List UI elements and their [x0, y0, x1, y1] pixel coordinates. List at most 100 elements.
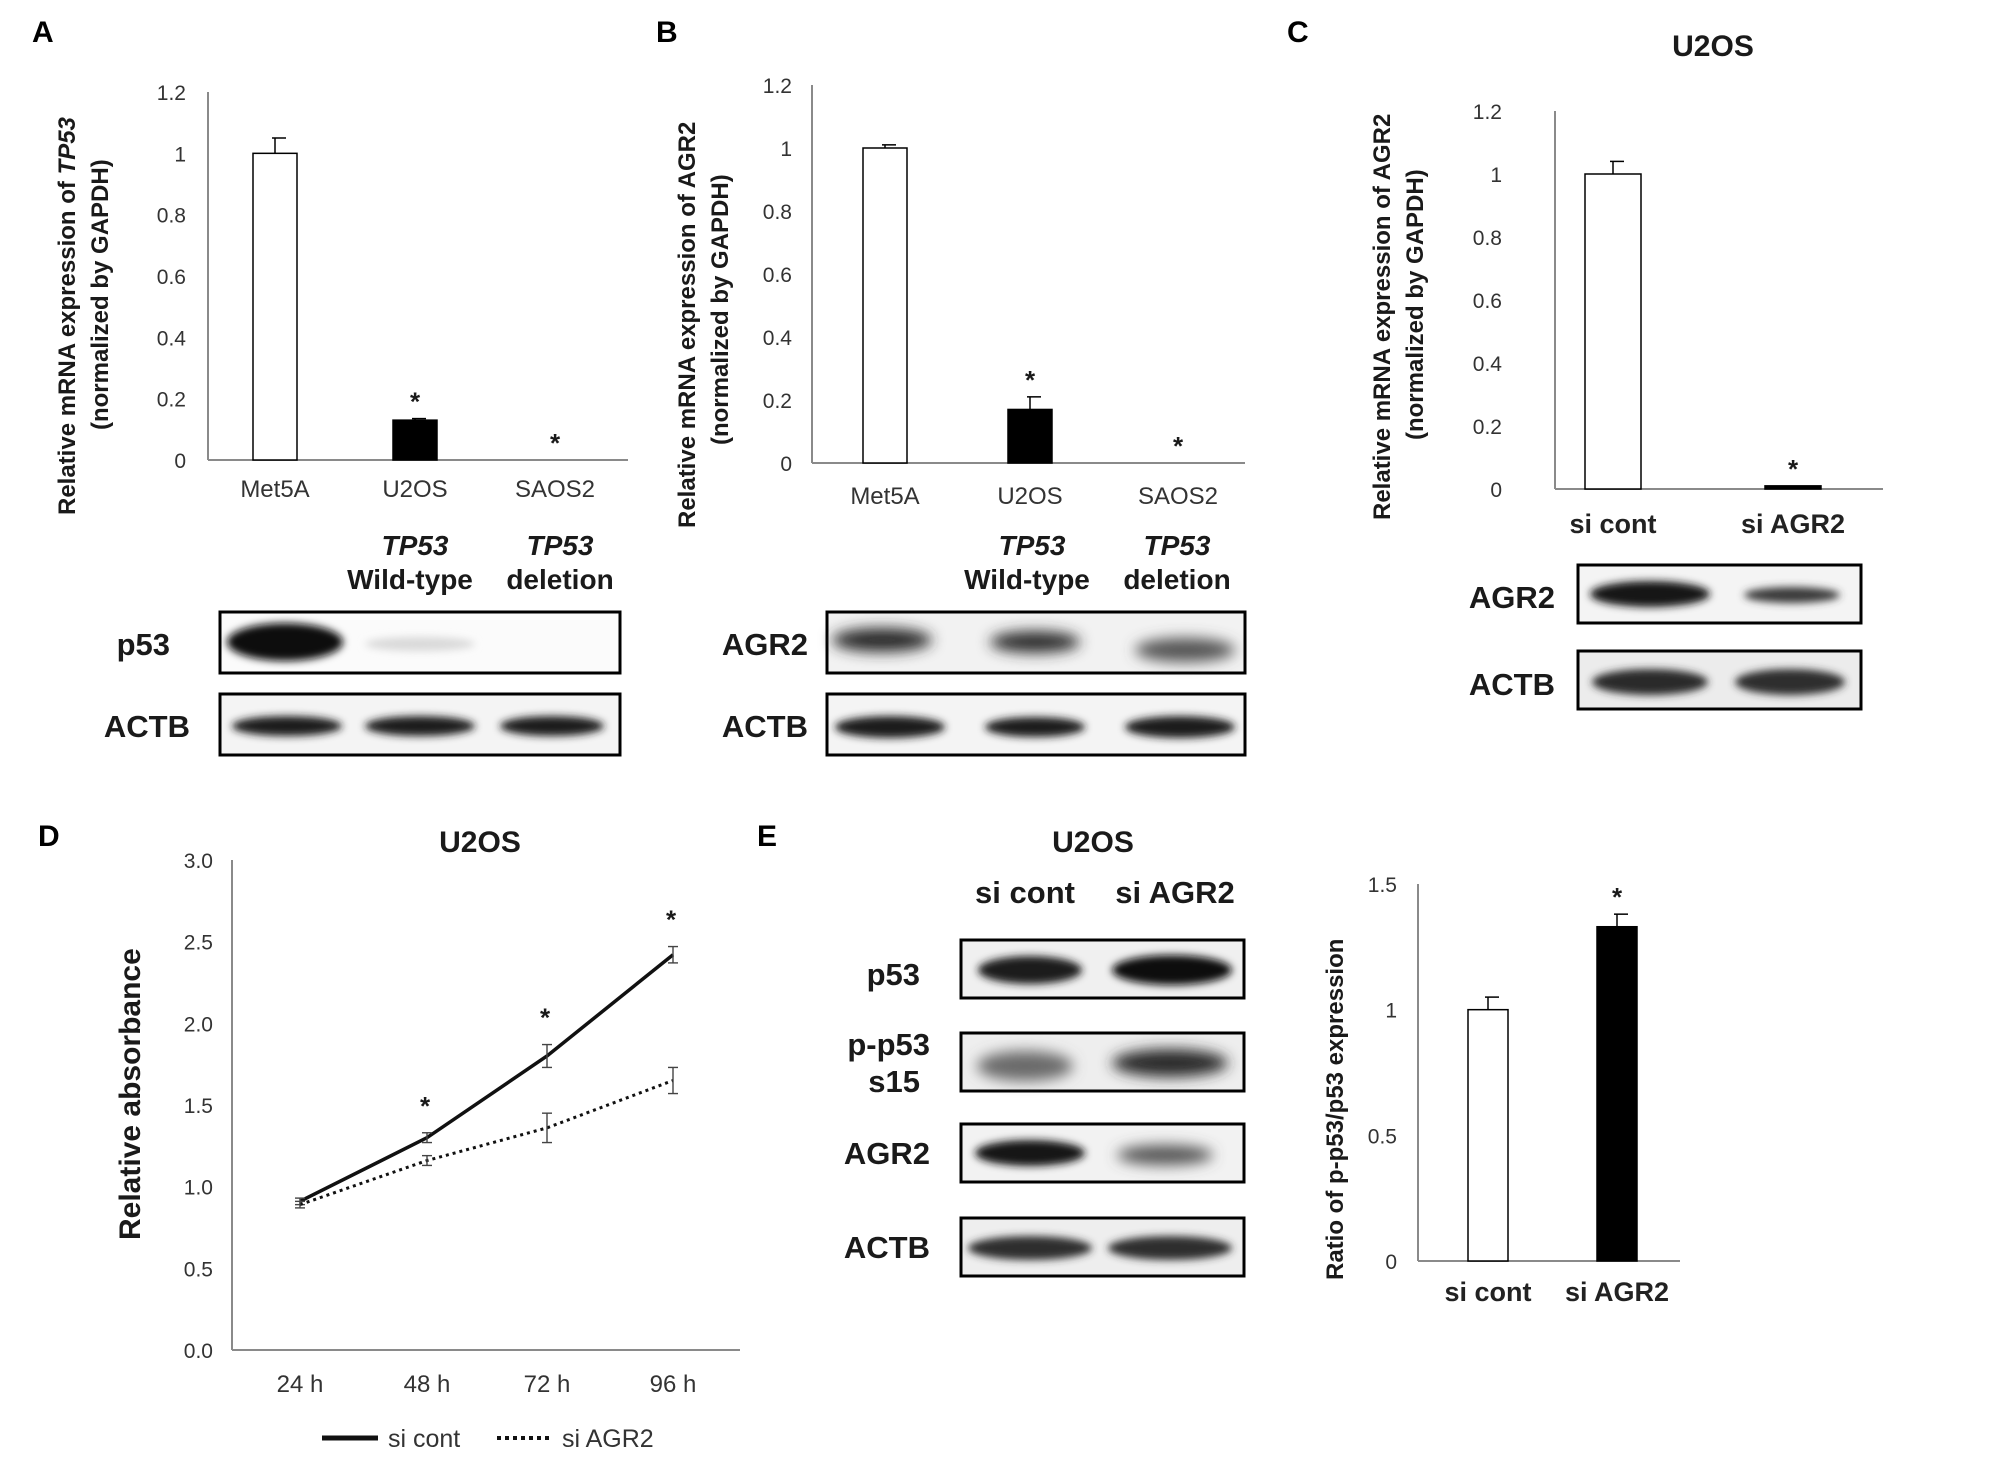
significance-star: * [1025, 365, 1036, 395]
blot-label-c-agr2: AGR2 [1469, 580, 1555, 615]
y-tick-label: 0.0 [184, 1340, 213, 1363]
significance-star: * [540, 1003, 551, 1033]
legend-label-si-agr2: si AGR2 [562, 1425, 654, 1453]
bar [862, 147, 908, 464]
band [1112, 1049, 1228, 1077]
y-tick-label: 1.2 [1473, 101, 1502, 124]
bar [1584, 173, 1642, 490]
x-category-label: 24 h [277, 1371, 324, 1398]
ylabel-b-line2: (normalized by GAPDH) [707, 174, 734, 445]
band [968, 1236, 1092, 1260]
y-tick-label: 0 [1385, 1251, 1397, 1274]
genotype-b-gene-u2os: TP53 [999, 530, 1066, 561]
genotype-a-u2os: Wild-type [347, 564, 473, 595]
x-category-label: SAOS2 [515, 476, 595, 503]
title-c: U2OS [1672, 30, 1754, 63]
y-tick-label: 0.8 [763, 201, 792, 224]
band [1117, 1145, 1213, 1165]
ylabel-a-line1: Relative mRNA expression of TP53 [54, 116, 81, 515]
ylabel-d: Relative absorbance [114, 948, 147, 1240]
band [1590, 581, 1710, 607]
y-tick-label: 1 [780, 138, 792, 161]
bar [252, 152, 298, 461]
bar [1596, 925, 1638, 1262]
band [1135, 638, 1235, 662]
blot-label-e-s15: s15 [868, 1064, 920, 1099]
band [832, 628, 932, 652]
band [1108, 1236, 1232, 1260]
blot-label-e-actb: ACTB [844, 1230, 930, 1265]
significance-star: * [420, 1091, 431, 1121]
bar [392, 419, 438, 461]
blot-label-a-p53: p53 [117, 627, 170, 662]
y-tick-label: 0 [174, 450, 186, 473]
band [1735, 669, 1845, 695]
y-tick-label: 1.5 [1368, 874, 1397, 897]
panel-label-b: B [656, 16, 678, 49]
band [500, 716, 604, 736]
ylabel-a-line2: (normalized by GAPDH) [87, 159, 114, 430]
blot-col-si-cont: si cont [975, 875, 1075, 910]
blot-label-e-p53: p53 [867, 957, 920, 992]
y-tick-label: 1 [1490, 164, 1502, 187]
y-tick-label: 1.5 [184, 1095, 213, 1118]
genotype-a-gene-u2os: TP53 [382, 530, 449, 561]
legend-label-si-cont: si cont [388, 1425, 460, 1453]
y-tick-label: 0 [1490, 479, 1502, 502]
panel-label-d: D [38, 820, 60, 853]
x-category-label: 48 h [404, 1371, 451, 1398]
genotype-b-u2os: Wild-type [964, 564, 1090, 595]
y-tick-label: 1 [1385, 1000, 1397, 1023]
band [1125, 716, 1235, 738]
y-tick-label: 0.4 [157, 327, 187, 350]
x-category-label: si cont [1569, 509, 1656, 539]
bar [1007, 408, 1053, 464]
chart-a: 0 0.2 0.4 0.6 0.8 1 1.2 Met5A * U2OS * SAOS2 [157, 82, 628, 503]
y-tick-label: 0.6 [157, 266, 186, 289]
bar [1764, 485, 1822, 490]
chart-b: 0 0.2 0.4 0.6 0.8 1 1.2 Met5A * U2OS * SAOS2 [763, 75, 1245, 510]
band [978, 956, 1082, 984]
y-tick-label: 0.5 [1368, 1125, 1397, 1148]
blot-col-si-agr2: si AGR2 [1115, 875, 1234, 910]
y-tick-label: 0 [780, 453, 792, 476]
band [990, 631, 1080, 653]
y-tick-label: 0.8 [1473, 227, 1502, 250]
title-d: U2OS [439, 826, 521, 859]
x-category-label: U2OS [382, 476, 447, 503]
y-tick-label: 0.6 [763, 264, 792, 287]
ylabel-e: Ratio of p-p53/p53 expression [1322, 939, 1349, 1280]
y-tick-label: 0.2 [763, 390, 792, 413]
blot-label-b-agr2: AGR2 [722, 627, 808, 662]
blot-label-e-agr2: AGR2 [844, 1136, 930, 1171]
x-category-label: si AGR2 [1741, 509, 1845, 539]
x-category-label: 96 h [650, 1371, 697, 1398]
significance-star: * [1612, 882, 1623, 912]
genotype-b-gene-saos2: TP53 [1144, 530, 1211, 561]
genotype-b-saos2: deletion [1123, 564, 1230, 595]
y-tick-label: 1.2 [157, 82, 186, 105]
y-tick-label: 0.2 [157, 389, 186, 412]
ylabel-b-line1: Relative mRNA expression of AGR2 [674, 122, 701, 528]
band [1744, 587, 1840, 603]
y-tick-label: 0.8 [157, 205, 186, 228]
x-category-label: si cont [1444, 1277, 1531, 1307]
panel-label-c: C [1287, 16, 1309, 49]
band [232, 716, 342, 736]
band [365, 716, 475, 736]
band [1112, 955, 1232, 985]
series-line-si-agr2 [299, 1079, 674, 1207]
band [1592, 669, 1708, 695]
panel-label-a: A [32, 16, 54, 49]
band [227, 623, 343, 661]
genotype-a-gene-saos2: TP53 [527, 530, 594, 561]
significance-star: * [1173, 431, 1184, 461]
y-tick-label: 0.5 [184, 1258, 213, 1281]
x-category-label: 72 h [524, 1371, 571, 1398]
significance-star: * [410, 387, 421, 417]
ylabel-c-line1: Relative mRNA expression of AGR2 [1369, 114, 1396, 520]
series-line-si-cont [299, 953, 675, 1203]
band [365, 637, 475, 651]
ylabel-c-line2: (normalized by GAPDH) [1402, 169, 1429, 440]
